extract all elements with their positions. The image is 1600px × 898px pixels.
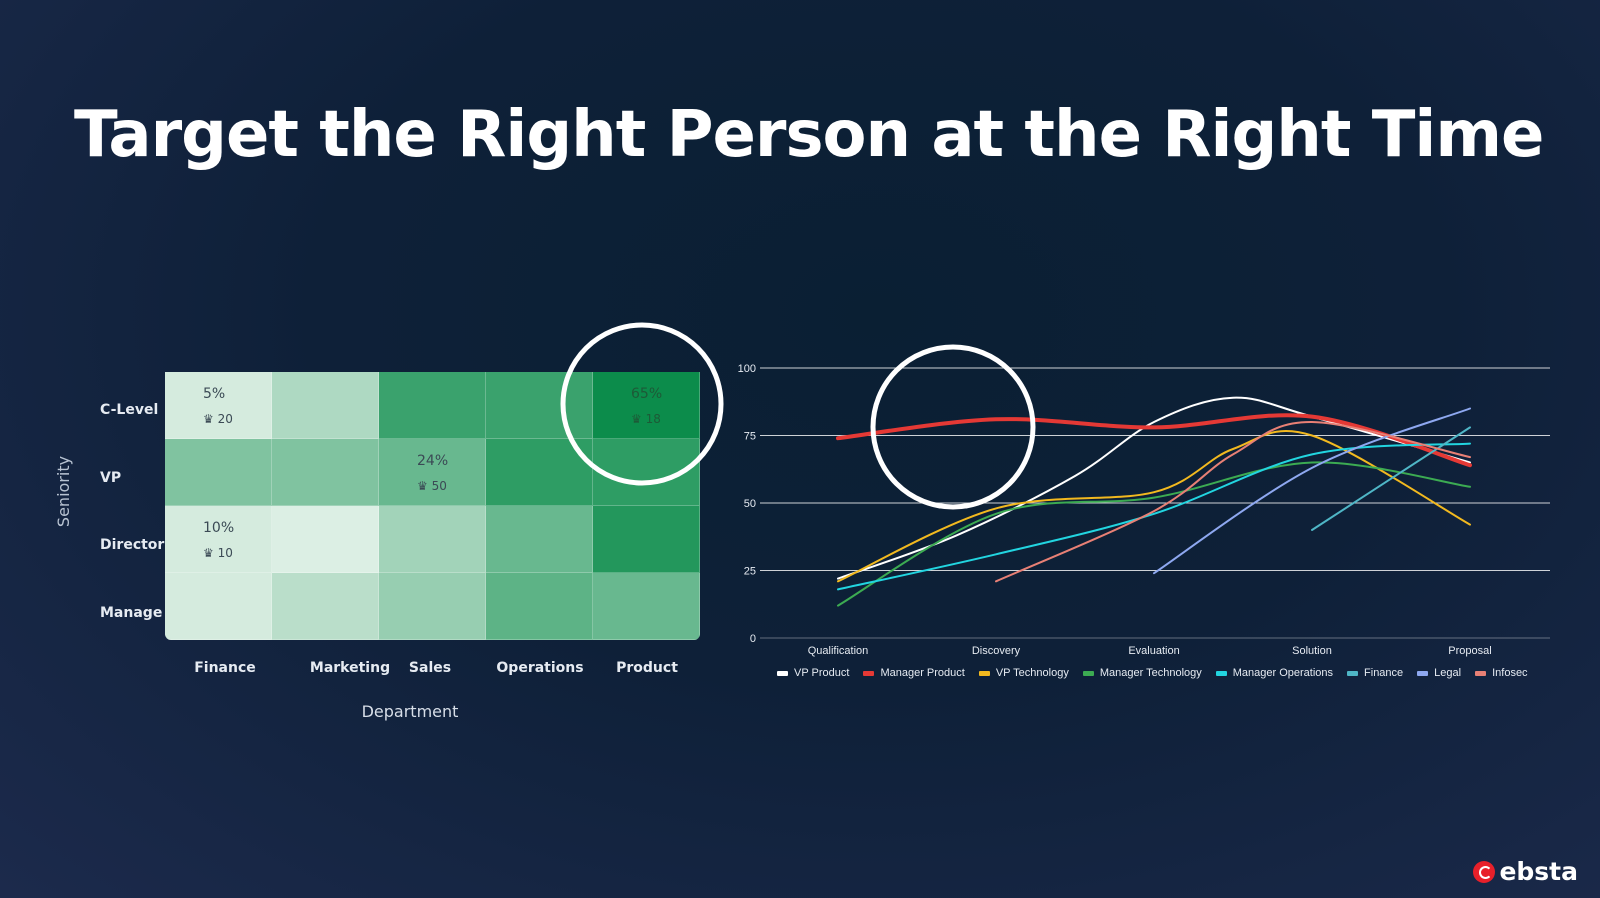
legend-item: Finance bbox=[1347, 667, 1403, 679]
chart-lines bbox=[836, 396, 1472, 607]
x-tick-label: Solution bbox=[1292, 645, 1332, 657]
heatmap-cell: 10% ♛ 10 bbox=[165, 506, 272, 573]
y-tick-label: 0 bbox=[750, 633, 756, 645]
highlight-circle-heatmap bbox=[560, 322, 724, 486]
heatmap-cell bbox=[379, 506, 486, 573]
heatmap-cell-count: ♛ 50 bbox=[417, 479, 447, 493]
x-tick-label: Proposal bbox=[1448, 645, 1491, 657]
heatmap-row-label: Director bbox=[100, 537, 165, 553]
ebsta-logo-icon bbox=[1473, 860, 1496, 883]
legend-label: VP Product bbox=[794, 667, 850, 679]
heatmap-cell bbox=[379, 573, 486, 640]
y-tick-label: 25 bbox=[744, 566, 756, 578]
heatmap-grid: 5% ♛ 20 65% ♛ 18 24% ♛ 50 10% ♛ 10 bbox=[165, 372, 700, 640]
heatmap-cell: 24% ♛ 50 bbox=[379, 439, 486, 506]
heatmap-cell bbox=[486, 372, 593, 439]
y-tick-label: 75 bbox=[744, 431, 756, 443]
chart-legend: VP Product Manager Product VP Technology Ma… bbox=[777, 667, 1528, 679]
series-line bbox=[837, 461, 1471, 607]
y-tick-label: 50 bbox=[744, 498, 756, 510]
heatmap-col-label: Sales bbox=[408, 660, 452, 676]
legend-label: Manager Technology bbox=[1099, 667, 1202, 679]
heatmap-cell: 5% ♛ 20 bbox=[165, 372, 272, 439]
heatmap-cell-count: ♛ 10 bbox=[203, 546, 233, 560]
heatmap-col-label: Finance bbox=[194, 660, 256, 676]
legend-item: Infosec bbox=[1475, 667, 1528, 679]
legend-label: Legal bbox=[1434, 667, 1462, 679]
heatmap-cell bbox=[379, 372, 486, 439]
x-tick-label: Evaluation bbox=[1128, 645, 1179, 657]
legend-label: Manager Operations bbox=[1232, 667, 1334, 679]
heatmap-cell bbox=[165, 573, 272, 640]
heatmap-row-label: C-Level bbox=[100, 402, 159, 418]
legend-item: VP Product bbox=[777, 667, 849, 679]
chart-ticks: 0 25 50 75 100 Qualification Discovery Evaluati… bbox=[738, 363, 1492, 657]
heatmap-cell-percent: 65% bbox=[631, 386, 663, 402]
legend-swatch bbox=[1215, 670, 1227, 676]
legend-swatch bbox=[1347, 670, 1359, 676]
heatmap-cell-count: ♛ 20 bbox=[203, 412, 233, 426]
heatmap-cell-count: ♛ 18 bbox=[631, 412, 661, 426]
heatmap-cell bbox=[593, 573, 700, 640]
heatmap-cell bbox=[272, 372, 379, 439]
legend-item: Legal bbox=[1417, 667, 1461, 679]
brand-logo: ebsta bbox=[1473, 857, 1578, 886]
heatmap-row-label: VP bbox=[100, 470, 122, 486]
legend-label: Finance bbox=[1364, 667, 1404, 679]
heatmap-cell-percent: 24% bbox=[417, 453, 449, 469]
chart-grid bbox=[760, 367, 1550, 639]
legend-item: Manager Operations bbox=[1215, 667, 1334, 679]
heatmap-cell bbox=[272, 573, 379, 640]
heatmap-col-label: Operations bbox=[496, 660, 584, 676]
heatmap-cell bbox=[486, 573, 593, 640]
heatmap-cell-percent: 10% bbox=[203, 520, 235, 536]
heatmap-cell bbox=[593, 439, 700, 506]
legend-item: Manager Product bbox=[863, 667, 965, 679]
heatmap-col-label: Marketing bbox=[309, 660, 391, 676]
heatmap-cell-percent: 5% bbox=[203, 386, 226, 402]
x-tick-label: Qualification bbox=[808, 645, 869, 657]
highlight-circle-chart bbox=[870, 344, 1036, 510]
series-line bbox=[837, 430, 1471, 583]
legend-swatch bbox=[777, 670, 788, 676]
heatmap-col-label: Product bbox=[616, 660, 678, 676]
y-tick-label: 100 bbox=[738, 363, 756, 375]
legend-item: VP Technology bbox=[978, 667, 1069, 679]
heatmap-cell bbox=[272, 506, 379, 573]
legend-swatch bbox=[1475, 670, 1487, 676]
heatmap-cell bbox=[272, 439, 379, 506]
series-line bbox=[836, 413, 1472, 468]
series-line bbox=[1153, 407, 1471, 575]
legend-label: Manager Product bbox=[880, 667, 965, 679]
heatmap-x-axis-title: Department bbox=[361, 702, 459, 721]
heatmap-row-label: Manage bbox=[100, 605, 163, 621]
legend-label: VP Technology bbox=[995, 667, 1069, 679]
legend-swatch bbox=[863, 670, 875, 676]
heatmap-cell: 65% ♛ 18 bbox=[593, 372, 700, 439]
heatmap-cell bbox=[165, 439, 272, 506]
slide-title: Target the Right Person at the Right Tim… bbox=[74, 98, 1544, 172]
series-line bbox=[1311, 426, 1471, 531]
x-tick-label: Discovery bbox=[972, 645, 1021, 657]
series-line bbox=[995, 420, 1471, 583]
legend-swatch bbox=[978, 670, 990, 676]
heatmap-cell bbox=[486, 506, 593, 573]
brand-name: ebsta bbox=[1499, 857, 1578, 886]
legend-item: Manager Technology bbox=[1082, 667, 1202, 679]
legend-swatch bbox=[1417, 670, 1429, 676]
legend-swatch bbox=[1082, 670, 1094, 676]
series-line bbox=[837, 442, 1471, 591]
legend-label: Infosec bbox=[1492, 667, 1528, 679]
heatmap-cell bbox=[593, 506, 700, 573]
